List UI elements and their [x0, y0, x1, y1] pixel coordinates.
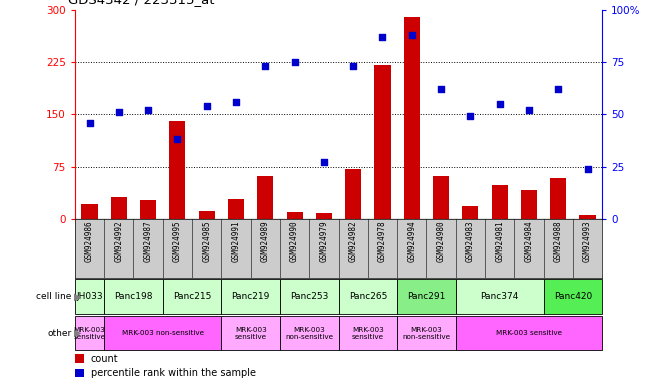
- Text: MRK-003
non-sensitive: MRK-003 non-sensitive: [285, 327, 333, 339]
- Bar: [228, 199, 244, 219]
- Point: [231, 99, 242, 105]
- Point: [406, 31, 417, 38]
- Bar: [104, 280, 163, 314]
- Text: GSM924995: GSM924995: [173, 221, 182, 262]
- Bar: [81, 204, 98, 219]
- Bar: [163, 280, 221, 314]
- Text: GSM924983: GSM924983: [466, 221, 475, 262]
- Text: GSM924984: GSM924984: [525, 221, 533, 262]
- Text: other: other: [48, 329, 72, 338]
- Text: MRK-003
sensitive: MRK-003 sensitive: [352, 327, 384, 339]
- Text: GDS4342 / 223315_at: GDS4342 / 223315_at: [68, 0, 215, 6]
- Bar: [345, 169, 361, 219]
- Bar: [257, 175, 273, 219]
- Bar: [397, 316, 456, 350]
- Text: GSM924988: GSM924988: [554, 221, 562, 262]
- Bar: [339, 316, 397, 350]
- Bar: [75, 280, 104, 314]
- Point: [436, 86, 447, 92]
- Bar: [221, 280, 280, 314]
- Text: Panc219: Panc219: [232, 292, 270, 301]
- Bar: [339, 280, 397, 314]
- Text: GSM924980: GSM924980: [437, 221, 445, 262]
- Bar: [374, 65, 391, 219]
- Bar: [75, 369, 85, 377]
- Text: GSM924982: GSM924982: [349, 221, 357, 262]
- Bar: [75, 354, 85, 363]
- Text: Panc291: Panc291: [408, 292, 445, 301]
- Text: MRK-003
sensitive: MRK-003 sensitive: [234, 327, 267, 339]
- Text: GSM924986: GSM924986: [85, 221, 94, 262]
- Text: MRK-003
sensitive: MRK-003 sensitive: [74, 327, 105, 339]
- Bar: [462, 206, 478, 219]
- Bar: [104, 316, 221, 350]
- Point: [583, 166, 593, 172]
- Bar: [397, 280, 456, 314]
- Bar: [111, 197, 127, 219]
- Bar: [199, 210, 215, 219]
- Text: Panc374: Panc374: [480, 292, 519, 301]
- Bar: [579, 215, 596, 219]
- Text: Panc265: Panc265: [349, 292, 387, 301]
- Point: [85, 119, 95, 126]
- Bar: [544, 280, 602, 314]
- Text: GSM924994: GSM924994: [408, 221, 416, 262]
- Text: Panc215: Panc215: [173, 292, 211, 301]
- Bar: [280, 316, 339, 350]
- Point: [465, 113, 476, 119]
- Text: GSM924978: GSM924978: [378, 221, 387, 262]
- Text: JH033: JH033: [76, 292, 103, 301]
- Point: [348, 63, 358, 69]
- Point: [114, 109, 124, 115]
- Point: [173, 136, 183, 142]
- Text: cell line: cell line: [36, 292, 72, 301]
- Bar: [456, 280, 544, 314]
- Bar: [492, 185, 508, 219]
- Text: GSM924992: GSM924992: [115, 221, 123, 262]
- Text: Panc420: Panc420: [554, 292, 592, 301]
- Text: ▶: ▶: [74, 291, 81, 302]
- Bar: [169, 121, 186, 219]
- Bar: [286, 212, 303, 219]
- Point: [319, 159, 329, 166]
- Text: GSM924979: GSM924979: [320, 221, 328, 262]
- Bar: [550, 179, 566, 219]
- Bar: [433, 175, 449, 219]
- Point: [495, 101, 505, 107]
- Text: GSM924989: GSM924989: [261, 221, 270, 262]
- Text: count: count: [90, 354, 118, 364]
- Bar: [456, 316, 602, 350]
- Text: ▶: ▶: [74, 328, 81, 338]
- Text: MRK-003
non-sensitive: MRK-003 non-sensitive: [402, 327, 450, 339]
- Text: MRK-003 sensitive: MRK-003 sensitive: [496, 330, 562, 336]
- Text: GSM924993: GSM924993: [583, 221, 592, 262]
- Text: GSM924991: GSM924991: [232, 221, 240, 262]
- Point: [260, 63, 271, 69]
- Bar: [280, 280, 339, 314]
- Text: MRK-003 non-sensitive: MRK-003 non-sensitive: [122, 330, 204, 336]
- Bar: [404, 17, 420, 219]
- Text: Panc198: Panc198: [114, 292, 153, 301]
- Bar: [140, 200, 156, 219]
- Bar: [521, 190, 537, 219]
- Point: [523, 107, 534, 113]
- Text: Panc253: Panc253: [290, 292, 328, 301]
- Text: percentile rank within the sample: percentile rank within the sample: [90, 368, 256, 378]
- Text: GSM924990: GSM924990: [290, 221, 299, 262]
- Text: GSM924985: GSM924985: [202, 221, 211, 262]
- Bar: [221, 316, 280, 350]
- Point: [553, 86, 564, 92]
- Text: GSM924981: GSM924981: [495, 221, 504, 262]
- Bar: [75, 316, 104, 350]
- Text: GSM924987: GSM924987: [144, 221, 152, 262]
- Point: [378, 34, 388, 40]
- Bar: [316, 213, 332, 219]
- Point: [143, 107, 154, 113]
- Point: [289, 59, 299, 65]
- Point: [202, 103, 212, 109]
